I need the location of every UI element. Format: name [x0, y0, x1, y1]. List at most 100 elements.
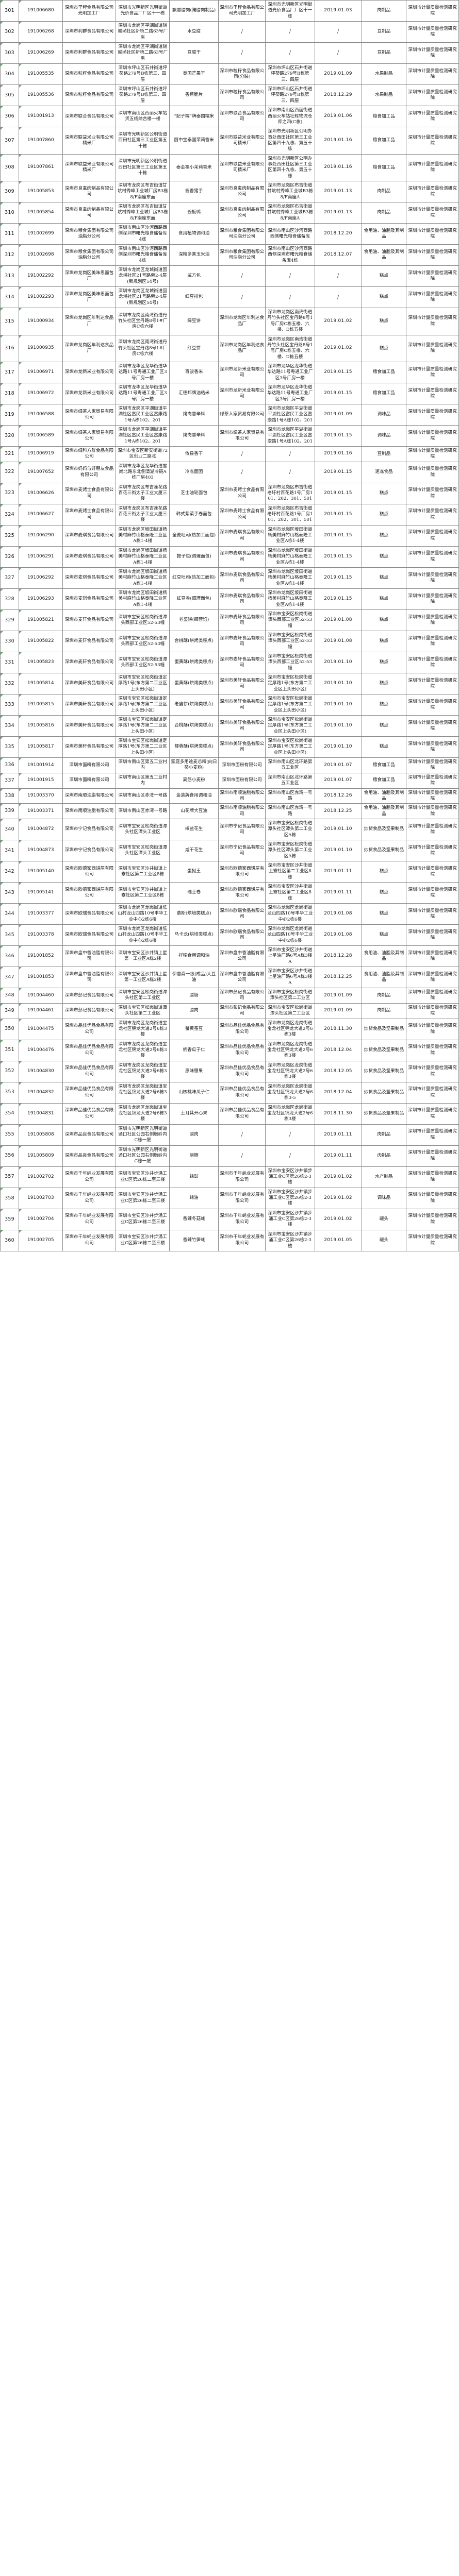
- cell-sampled-unit-address: 深圳市龙岗区坂田街道杨美村麻竹山格泰隆工业区A栋1-4楼: [116, 546, 170, 568]
- cell-food-category: 粮食加工品: [362, 127, 407, 155]
- cell-sampled-unit-address: 深圳市南山区赤湾一号路: [116, 788, 170, 804]
- cell-producer-address: 深圳市龙岗区龙岗街道宝龙社区锦龙大道2号6栋3楼: [265, 1019, 315, 1040]
- cell-producer-address: 深圳市宝安区沙井街道上星油厂路6号A栋3楼A: [265, 967, 315, 989]
- cell-production-date: 2019.01.07: [315, 773, 362, 789]
- table-row: 320 191006589 深圳市绿茶人家贸易有限公司 深圳市龙岗区平湖街道平湖社区富…: [0, 425, 459, 447]
- cell-sequence-number: 321: [0, 446, 19, 462]
- cell-sampled-unit-address: 深圳市宝安区松岗街道潭头西部工业区52-53幢: [116, 609, 170, 631]
- cell-sample-product-name: 高筋小麦粉: [169, 773, 219, 789]
- cell-sample-number: 191005854: [19, 202, 63, 224]
- cell-producer-address: 深圳市宝安区沙井街道上寮社区第二工业区8栋: [265, 861, 315, 883]
- inspection-results-sheet: 301 191006680 深圳市里程食品有限公司光明加工厂 深圳市光明新区光明街道光…: [0, 0, 459, 1251]
- cell-food-category: 糕点: [362, 694, 407, 716]
- cell-sample-product-name: 瑞士卷: [169, 882, 219, 904]
- cell-production-date: /: [315, 42, 362, 64]
- cell-inspection-agency: 深圳市计量质量检测研究院: [406, 567, 459, 589]
- cell-inspection-agency: 深圳市计量质量检测研究院: [406, 1209, 459, 1230]
- cell-sample-number: 191006626: [19, 483, 63, 504]
- cell-food-category: 食用油、油脂及其制品: [362, 967, 407, 989]
- cell-inspection-agency: 深圳市计量质量检测研究院: [406, 840, 459, 861]
- cell-sample-number: 191006972: [19, 383, 63, 404]
- table-row: 341 191004873 深圳市宁记食品有限公司 深圳市宝安区松岗街道潭头社区潭头工…: [0, 840, 459, 861]
- cell-sample-product-name: 酱板鸭: [169, 202, 219, 224]
- cell-producer-address: 深圳市龙岗区龙岗街道宝龙社区锦龙大道2号6栋3-5: [265, 1082, 315, 1104]
- cell-sample-number: 191005817: [19, 736, 63, 758]
- cell-producer-address: 深圳市南山区沙河西路西侧深圳市曙光粮食储备库4栋: [265, 244, 315, 266]
- cell-producer-name: /: [218, 42, 266, 64]
- cell-sample-product-name: 汇德邦牌油粘米: [169, 383, 219, 404]
- cell-producer-address: 深圳市光明新区公明办事处西田社区第三工业区第四十九栋、第五十栋: [265, 154, 315, 181]
- table-row: 315 191000934 深圳市龙岗区年利达食品厂 深圳市龙岗区南湾街道丹竹头社区宝…: [0, 308, 459, 335]
- cell-sequence-number: 337: [0, 773, 19, 789]
- cell-producer-address: 深圳市龙岗区南湾街道丹竹头社区宝丹路8号1号厂房C栋五楼、六楼、D栋五楼: [265, 308, 315, 335]
- cell-sequence-number: 336: [0, 757, 19, 773]
- cell-sampled-unit-name: 深圳市面粉有限公司: [62, 773, 117, 789]
- cell-sample-product-name: 食用植物调和油: [169, 223, 219, 245]
- cell-inspection-agency: 深圳市计量质量检测研究院: [406, 1166, 459, 1188]
- cell-sequence-number: 316: [0, 335, 19, 362]
- cell-sampled-unit-name: 深圳市面粉有限公司: [62, 757, 117, 773]
- cell-sampled-unit-address: 深圳市龙岗区平湖街道辅城坳社区新桥二路63号厂房: [116, 42, 170, 64]
- table-row: 329 191005821 深圳市麦轩食品有限公司 深圳市宝安区松岗街道潭头西部工业区…: [0, 609, 459, 631]
- cell-inspection-agency: 深圳市计量质量检测研究院: [406, 819, 459, 840]
- cell-production-date: 2019.01.08: [315, 609, 362, 631]
- cell-sequence-number: 338: [0, 788, 19, 804]
- cell-sampled-unit-address: 深圳市光明新区光明街道光侨食品厂厂区十一栋: [116, 0, 170, 22]
- cell-sampled-unit-name: 深圳市龙新米业有限公司: [62, 362, 117, 383]
- cell-sample-product-name: 蛋黄酥(烘烤类糕点): [169, 673, 219, 695]
- cell-sampled-unit-name: 深圳市绿茶人家贸易有限公司: [62, 404, 117, 426]
- cell-sequence-number: 323: [0, 483, 19, 504]
- table-row: 323 191006626 深圳市麦烤士食品有限公司 深圳市龙岗区布吉莲花路百花三街太…: [0, 483, 459, 504]
- cell-inspection-agency: 深圳市计量质量检测研究院: [406, 967, 459, 989]
- cell-producer-address: 深圳市宝安区松岗街道定厚路1号(东方第二工业区上头田小区): [265, 694, 315, 716]
- cell-producer-address: /: [265, 21, 315, 43]
- cell-inspection-agency: 深圳市计量质量检测研究院: [406, 181, 459, 202]
- cell-sequence-number: 315: [0, 308, 19, 335]
- cell-producer-name: 深圳市麦轩食品有限公司: [218, 609, 266, 631]
- cell-sample-number: 191001915: [19, 773, 63, 789]
- table-row: 335 191005817 深圳市美轩食品有限公司 深圳市宝安区松岗街道定厚路1号(东…: [0, 736, 459, 758]
- cell-sampled-unit-address: 深圳市宝安区松岗街道定厚路1号(东方第二工业区上头田小区): [116, 694, 170, 716]
- cell-producer-name: 深圳市品佳优品食品有限公司: [218, 1061, 266, 1082]
- cell-food-category: 炒货食品及坚果制品: [362, 1103, 407, 1125]
- cell-food-category: 糕点: [362, 861, 407, 883]
- cell-sample-product-name: 绿豆饼: [169, 308, 219, 335]
- table-row: 313 191002292 深圳市龙岗区美味思面包厂 深圳市龙岗区龙城街道回龙埔社区2…: [0, 265, 459, 287]
- cell-food-category: 糕点: [362, 882, 407, 904]
- cell-sample-number: 191006292: [19, 567, 63, 589]
- cell-producer-name: /: [218, 286, 266, 309]
- cell-producer-address: 深圳市宝安区松岗街道潭头社区第二工业区: [265, 1003, 315, 1019]
- cell-food-category: 糕点: [362, 673, 407, 695]
- cell-sampled-unit-name: 深圳市盘中香油脂有限公司: [62, 945, 117, 968]
- cell-food-category: 糕点: [362, 903, 407, 925]
- table-row: 327 191006292 深圳市麦琪食品有限公司 深圳市龙岗区坂田街道杨美村麻竹山格…: [0, 567, 459, 589]
- table-row: 339 191003371 深圳市南顺油脂有限公司 深圳市南山区赤湾一号路 山花牌大豆油…: [0, 803, 459, 819]
- cell-production-date: 2018.11.30: [315, 1019, 362, 1040]
- cell-sampled-unit-address: 深圳市光明新区公明街道西田社区第三工业区第五十栋: [116, 154, 170, 181]
- cell-production-date: 2019.01.09: [315, 988, 362, 1004]
- cell-sampled-unit-address: 深圳市宝安区沙井步涌工业C区第26栋二至三楼: [116, 1209, 170, 1230]
- cell-sampled-unit-address: 深圳市宝安区沙井街道上寮社区第二工业区8栋: [116, 861, 170, 883]
- cell-sampled-unit-name: 深圳市千年蚝业发展有限公司: [62, 1166, 117, 1188]
- cell-sampled-unit-name: 深圳市美轩食品有限公司: [62, 715, 117, 737]
- cell-producer-address: 深圳市龙岗区坂田街道杨美村麻竹山格泰隆工业区A栋1-4楼: [265, 525, 315, 547]
- table-row: 334 191005816 深圳市美轩食品有限公司 深圳市宝安区松岗街道定厚路1号(东…: [0, 715, 459, 737]
- cell-production-date: 2019.01.07: [315, 757, 362, 773]
- table-row: 354 191004831 深圳市品佳优品食品有限公司 深圳市龙岗区龙岗街道宝龙社区锦…: [0, 1103, 459, 1125]
- cell-sample-number: 191006268: [19, 21, 63, 43]
- cell-producer-name: 深圳市千年蚝业发展有限公司: [218, 1209, 266, 1230]
- cell-production-date: 2019.01.13: [315, 181, 362, 202]
- cell-producer-name: 深圳市麦烤士食品有限公司: [218, 504, 266, 526]
- cell-producer-name: 深圳市千年蚝业发展有限公司: [218, 1230, 266, 1251]
- cell-sample-product-name: 腊肉: [169, 1124, 219, 1146]
- cell-sample-product-name: 红豆排包: [169, 286, 219, 309]
- cell-producer-address: 深圳市光明新区公明办事处西田社区第三工业区第四十九栋、第五十栋: [265, 127, 315, 155]
- table-row: 347 191001853 深圳市盘中香油脂有限公司 深圳市宝安区沙井镇上星第一工业区…: [0, 967, 459, 989]
- cell-sampled-unit-name: 深圳市欧德家西饼屋有限公司: [62, 861, 117, 883]
- cell-food-category: 豆制品: [362, 446, 407, 462]
- cell-production-date: 2019.01.08: [315, 903, 362, 925]
- cell-producer-name: 深圳市美轩食品有限公司: [218, 736, 266, 758]
- cell-production-date: 2019.01.15: [315, 567, 362, 589]
- cell-food-category: 食用油、油脂及其制品: [362, 945, 407, 968]
- cell-food-category: 糕点: [362, 286, 407, 309]
